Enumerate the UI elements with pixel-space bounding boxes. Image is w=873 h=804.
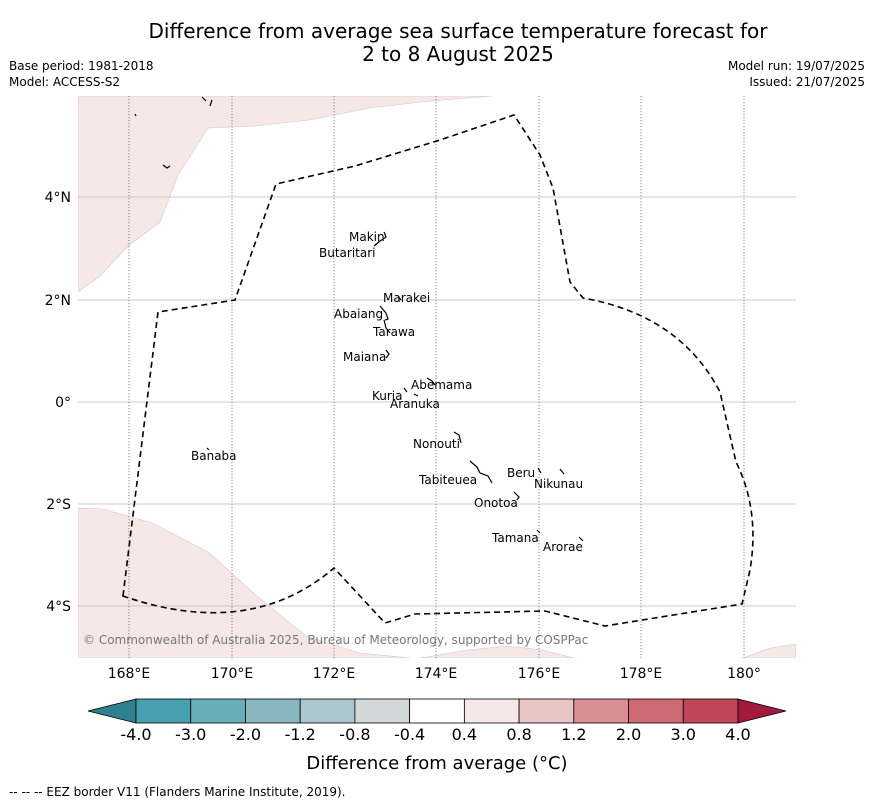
maiana-outline bbox=[385, 349, 390, 359]
lon-tick-172e: 172°E bbox=[313, 666, 356, 682]
label-onotoa: Onotoa bbox=[474, 496, 518, 510]
colorbar-title: Difference from average (°C) bbox=[306, 753, 567, 774]
label-aranuka: Aranuka bbox=[390, 397, 440, 411]
arorae-outline bbox=[578, 536, 584, 542]
colorbar-tick-label: -4.0 bbox=[120, 725, 151, 744]
colorbar-tick-label: -0.4 bbox=[394, 725, 425, 744]
kuria-aranuka-outline bbox=[403, 387, 419, 397]
lat-tick-4n: 4°N bbox=[45, 190, 71, 206]
beru-outline bbox=[537, 467, 542, 474]
colorbar-block bbox=[573, 698, 629, 724]
longitude-tick-labels: 168°E 170°E 172°E 174°E 176°E 178°E 180° bbox=[108, 666, 761, 682]
map-title: Difference from average sea surface temp… bbox=[40, 20, 873, 66]
lon-tick-168e: 168°E bbox=[108, 666, 151, 682]
lat-tick-2s: 2°S bbox=[46, 497, 71, 513]
issued-date: Issued: 21/07/2025 bbox=[749, 75, 865, 89]
colorbar-block bbox=[628, 698, 684, 724]
abaiang-outline bbox=[379, 305, 389, 321]
label-kuria: Kuria bbox=[372, 389, 403, 403]
colorbar-tick-label: 0.4 bbox=[452, 725, 477, 744]
latitude-gridlines bbox=[78, 196, 796, 607]
colorbar-tick-label: -3.0 bbox=[175, 725, 206, 744]
colorbar-block bbox=[463, 698, 520, 724]
lon-tick-176e: 176°E bbox=[518, 666, 561, 682]
colorbar-block bbox=[409, 698, 465, 724]
title-line-2: 2 to 8 August 2025 bbox=[362, 42, 554, 66]
banaba-outline bbox=[206, 447, 210, 451]
colorbar-block bbox=[682, 698, 739, 724]
lon-tick-180: 180° bbox=[727, 666, 761, 682]
meta-right: Model run: 19/07/2025 Issued: 21/07/2025 bbox=[728, 58, 865, 90]
colorbar-tick-label: 2.0 bbox=[616, 725, 641, 744]
label-maiana: Maiana bbox=[343, 350, 386, 364]
label-arorae: Arorae bbox=[543, 540, 583, 554]
label-tarawa: Tarawa bbox=[372, 325, 415, 339]
tabiteuea-outline bbox=[469, 460, 493, 484]
label-marakei: Marakei bbox=[383, 291, 430, 305]
label-makin: Makin bbox=[349, 230, 385, 244]
label-butaritari: Butaritari bbox=[319, 246, 376, 260]
colorbar-block bbox=[245, 698, 301, 724]
colorbar-block bbox=[135, 698, 192, 724]
islet-mark-nw3 bbox=[162, 164, 171, 169]
lat-tick-0: 0° bbox=[55, 395, 71, 411]
label-banaba: Banaba bbox=[191, 449, 237, 463]
model-name: Model: ACCESS-S2 bbox=[9, 75, 121, 89]
tamana-outline bbox=[536, 529, 541, 534]
lat-tick-2n: 2°N bbox=[45, 293, 71, 309]
colorbar-tick-label: 3.0 bbox=[671, 725, 696, 744]
lon-tick-178e: 178°E bbox=[620, 666, 663, 682]
land-area-southwest bbox=[78, 507, 411, 658]
abemama-outline bbox=[426, 377, 436, 386]
island-outlines bbox=[134, 96, 584, 542]
model-run: Model run: 19/07/2025 bbox=[727, 59, 865, 73]
colorbar-tick-label: 1.2 bbox=[561, 725, 586, 744]
colorbar-tick-label: -1.2 bbox=[285, 725, 316, 744]
label-nikunau: Nikunau bbox=[534, 477, 583, 491]
longitude-gridlines bbox=[128, 96, 745, 658]
butaritari-outline bbox=[373, 231, 387, 247]
latitude-tick-labels: 4°N 2°N 0° 2°S 4°S bbox=[45, 190, 72, 615]
title-line-1: Difference from average sea surface temp… bbox=[148, 19, 768, 43]
lon-tick-174e: 174°E bbox=[415, 666, 458, 682]
label-abemama: Abemama bbox=[411, 378, 472, 392]
islet-mark-nw2 bbox=[201, 96, 213, 107]
land-area-south-centre bbox=[419, 645, 575, 658]
nonouti-outline bbox=[453, 431, 462, 444]
colorbar-arrow-high bbox=[737, 698, 787, 724]
colorbar-tick-label: 4.0 bbox=[725, 725, 750, 744]
colorbar-block bbox=[190, 698, 246, 724]
islet-mark-nw1 bbox=[134, 113, 137, 117]
label-tabiteuea: Tabiteuea bbox=[418, 473, 477, 487]
marakei-outline bbox=[397, 295, 402, 301]
copyright-notice: © Commonwealth of Australia 2025, Bureau… bbox=[83, 633, 588, 647]
island-labels: Makin Butaritari Marakei Abaiang Tarawa … bbox=[191, 230, 583, 554]
onotoa-outline bbox=[513, 491, 520, 501]
nikunau-outline bbox=[559, 468, 565, 475]
base-period: Base period: 1981-2018 bbox=[9, 59, 154, 73]
label-beru: Beru bbox=[507, 466, 535, 480]
eez-border bbox=[122, 114, 754, 627]
label-nonouti: Nonouti bbox=[413, 437, 460, 451]
colorbar: -4.0 -3.0 -2.0 -1.2 -0.8 -0.4 0.4 0.8 1.2 2.0 3.0 4… bbox=[87, 698, 787, 744]
land-area-northwest bbox=[78, 96, 493, 293]
lon-tick-170e: 170°E bbox=[211, 666, 254, 682]
lat-tick-4s: 4°S bbox=[46, 599, 71, 615]
tarawa-outline bbox=[383, 319, 391, 334]
colorbar-block bbox=[354, 698, 411, 724]
land-area-southeast bbox=[742, 643, 796, 658]
colorbar-block bbox=[518, 698, 575, 724]
label-tamana: Tamana bbox=[491, 531, 539, 545]
colorbar-tick-label: -2.0 bbox=[230, 725, 261, 744]
eez-footnote: -- -- -- EEZ border V11 (Flanders Marine… bbox=[9, 785, 346, 799]
map-panel: Makin Butaritari Marakei Abaiang Tarawa … bbox=[78, 96, 796, 658]
colorbar-arrow-low bbox=[87, 698, 137, 724]
label-abaiang: Abaiang bbox=[334, 307, 383, 321]
colorbar-tick-label: 0.8 bbox=[506, 725, 531, 744]
colorbar-tick-label: -0.8 bbox=[339, 725, 370, 744]
meta-left: Base period: 1981-2018 Model: ACCESS-S2 bbox=[9, 58, 154, 90]
colorbar-block bbox=[299, 698, 356, 724]
